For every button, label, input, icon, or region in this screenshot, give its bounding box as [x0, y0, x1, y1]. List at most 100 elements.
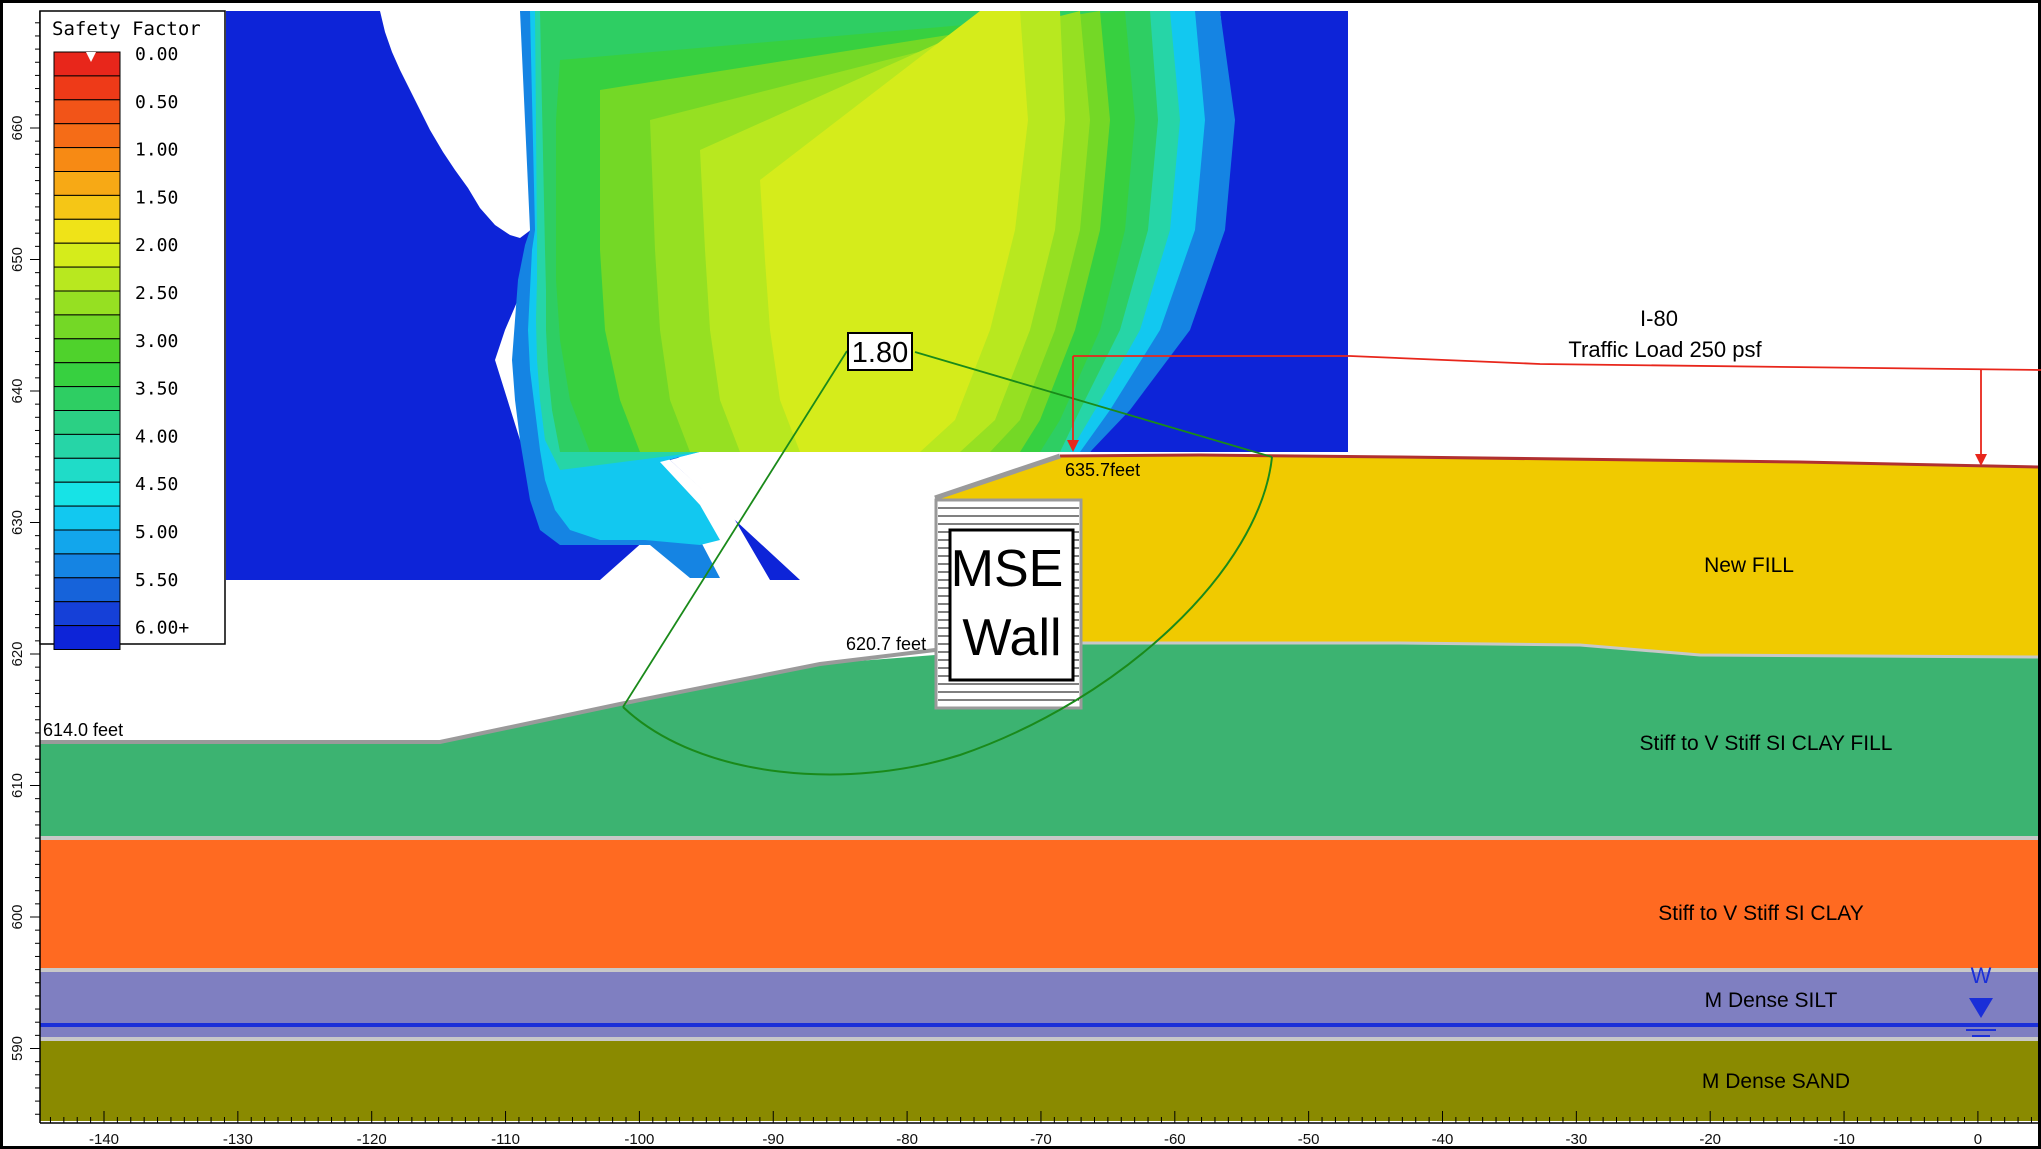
- legend-label: 5.50: [135, 570, 178, 591]
- legend-swatch: [53, 362, 121, 388]
- y-tick-label: 590: [9, 1036, 26, 1061]
- layer-silt: [40, 972, 2038, 1039]
- slip-circle-arc: [622, 456, 1273, 776]
- safety-factor-contour-field: [226, 11, 2038, 740]
- legend-swatch: [53, 147, 121, 173]
- critical-slip-surface: 1.80: [622, 332, 1273, 776]
- elevation-wall-toe-label: 620.7 feet: [846, 634, 926, 654]
- x-tick-label: -40: [1432, 1131, 1454, 1148]
- load-title: I-80: [1640, 306, 1678, 331]
- y-tick-label: 600: [9, 904, 26, 929]
- legend-swatch: [53, 266, 121, 292]
- water-table-triangle-icon: [1969, 998, 1993, 1018]
- x-axis-tick-labels: -140 -130 -120 -110 -100 -90 -80 -70 -60 -50 -40 -3…: [89, 1131, 1982, 1148]
- legend-swatch: [53, 410, 121, 435]
- legend-swatch: [53, 290, 121, 316]
- crest-surface: [1059, 453, 2039, 469]
- y-axis-tick-labels: 660 650 640 630 620 610 600 590: [9, 115, 26, 1061]
- contour-band-6: [226, 11, 805, 580]
- legend-swatch: [53, 123, 121, 149]
- layer-new-fill: [935, 455, 2038, 657]
- load-subtitle: Traffic Load 250 psf: [1568, 337, 1762, 362]
- legend-label: 3.00: [135, 331, 178, 352]
- legend-swatch: [53, 529, 121, 555]
- y-tick-label: 650: [9, 247, 26, 272]
- legend-labels: 0.00 0.50 1.00 1.50 2.00 2.50 3.00 3.50 4.00 4.50…: [135, 44, 189, 639]
- legend-swatch: [53, 51, 121, 77]
- load-arrowhead: [1975, 454, 1987, 466]
- water-table-symbol: W: [1966, 963, 1996, 1037]
- legend-label: 3.50: [135, 379, 178, 400]
- void-upper-right: [1348, 11, 2038, 452]
- elevation-crest-label: 635.7feet: [1065, 460, 1140, 480]
- legend-swatch: [53, 601, 121, 627]
- y-tick-label: 630: [9, 510, 26, 535]
- x-tick-label: -110: [491, 1131, 520, 1148]
- contour-band-core: [760, 11, 1028, 452]
- y-tick-label: 620: [9, 641, 26, 666]
- wall-backslope: [934, 453, 1061, 501]
- y-tick-label: 610: [9, 773, 26, 798]
- legend-label: 1.50: [135, 187, 178, 208]
- safety-factor-value: 1.80: [852, 337, 908, 369]
- legend-swatch: [53, 553, 121, 579]
- legend-swatch: [53, 194, 121, 220]
- legend-swatch: [53, 457, 121, 483]
- legend-swatch: [53, 505, 121, 531]
- mse-wall-label-line2: Wall: [962, 609, 1061, 667]
- x-tick-label: -130: [223, 1131, 253, 1148]
- x-tick-label: -100: [624, 1131, 654, 1148]
- x-tick-label: -140: [89, 1131, 119, 1148]
- legend-title: Safety Factor: [52, 18, 201, 40]
- x-tick-label: -90: [762, 1131, 784, 1148]
- legend-swatch: [53, 171, 121, 196]
- legend-label: 6.00+: [135, 618, 189, 639]
- legend-swatches: [53, 51, 121, 650]
- legend-swatch: [53, 338, 121, 364]
- x-tick-label: -50: [1298, 1131, 1320, 1148]
- x-tick-label: 0: [1974, 1131, 1982, 1148]
- traffic-load: I-80 Traffic Load 250 psf: [1067, 306, 2041, 466]
- layer-clay-fill: [40, 643, 2038, 836]
- legend-label: 4.00: [135, 426, 178, 447]
- x-axis-minor-ticks: [49, 1111, 2032, 1123]
- legend-label: 0.50: [135, 92, 178, 113]
- void-bottom: [226, 452, 1348, 740]
- x-axis: -140 -130 -120 -110 -100 -90 -80 -70 -60 -50 -40 -3…: [40, 1111, 2038, 1148]
- safety-factor-box: [847, 332, 913, 371]
- legend-swatch: [53, 314, 121, 340]
- legend-swatch: [53, 386, 121, 412]
- mse-wall-label-line1: MSE: [951, 540, 1064, 598]
- slip-circle-radius: [914, 351, 1273, 458]
- legend-swatch: [53, 481, 121, 507]
- load-arrowhead: [1067, 440, 1079, 452]
- mse-wall: MSE Wall: [934, 498, 1083, 710]
- layer-label-clay: Stiff to V Stiff SI CLAY: [1658, 902, 1863, 925]
- legend-min-marker-icon: [86, 52, 96, 62]
- x-tick-label: -80: [896, 1131, 918, 1148]
- legend-label: 2.50: [135, 283, 178, 304]
- legend-swatch: [53, 625, 121, 650]
- legend-label: 4.50: [135, 474, 178, 495]
- y-tick-label: 640: [9, 378, 26, 403]
- layer-sand: [40, 1041, 2038, 1121]
- x-tick-label: -10: [1833, 1131, 1855, 1148]
- x-tick-label: -20: [1699, 1131, 1721, 1148]
- layer-label-sand: M Dense SAND: [1702, 1070, 1850, 1093]
- layer-clay: [40, 840, 2038, 969]
- layer-label-new-fill: New FILL: [1704, 554, 1794, 577]
- elevation-left-label: 614.0 feet: [43, 720, 123, 740]
- legend-label: 1.00: [135, 140, 178, 161]
- layer-label-clay-fill: Stiff to V Stiff SI CLAY FILL: [1640, 732, 1893, 755]
- legend-swatch: [53, 75, 121, 101]
- x-tick-label: -120: [357, 1131, 387, 1148]
- legend-label: 0.00: [135, 44, 178, 65]
- y-axis-minor-ticks: [30, 22, 40, 1115]
- x-tick-label: -30: [1566, 1131, 1588, 1148]
- legend-label: 5.00: [135, 522, 178, 543]
- soil-layers: [40, 453, 2039, 1121]
- legend-swatch: [53, 577, 121, 603]
- ground-surface: [40, 648, 936, 744]
- x-tick-label: -60: [1164, 1131, 1186, 1148]
